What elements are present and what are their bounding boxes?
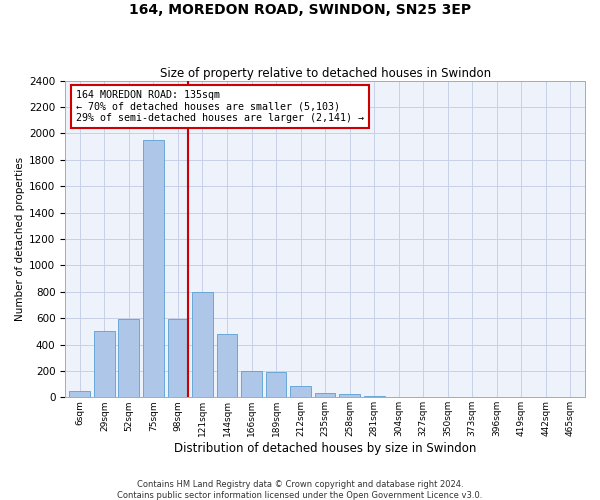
Bar — [167, 320, 188, 398]
Bar — [290, 386, 311, 398]
Bar — [217, 334, 238, 398]
Bar — [413, 396, 434, 398]
Bar — [339, 394, 360, 398]
Bar — [364, 396, 385, 398]
Bar — [94, 332, 115, 398]
Bar — [314, 394, 335, 398]
Bar — [192, 292, 213, 398]
Bar — [388, 396, 409, 398]
Title: Size of property relative to detached houses in Swindon: Size of property relative to detached ho… — [160, 66, 491, 80]
Bar — [118, 320, 139, 398]
Text: 164, MOREDON ROAD, SWINDON, SN25 3EP: 164, MOREDON ROAD, SWINDON, SN25 3EP — [129, 2, 471, 16]
Bar — [241, 371, 262, 398]
Bar — [437, 396, 458, 398]
Bar — [143, 140, 164, 398]
Bar — [70, 390, 90, 398]
Y-axis label: Number of detached properties: Number of detached properties — [15, 157, 25, 321]
X-axis label: Distribution of detached houses by size in Swindon: Distribution of detached houses by size … — [174, 442, 476, 455]
Bar — [266, 372, 286, 398]
Text: Contains HM Land Registry data © Crown copyright and database right 2024.
Contai: Contains HM Land Registry data © Crown c… — [118, 480, 482, 500]
Text: 164 MOREDON ROAD: 135sqm
← 70% of detached houses are smaller (5,103)
29% of sem: 164 MOREDON ROAD: 135sqm ← 70% of detach… — [76, 90, 364, 124]
